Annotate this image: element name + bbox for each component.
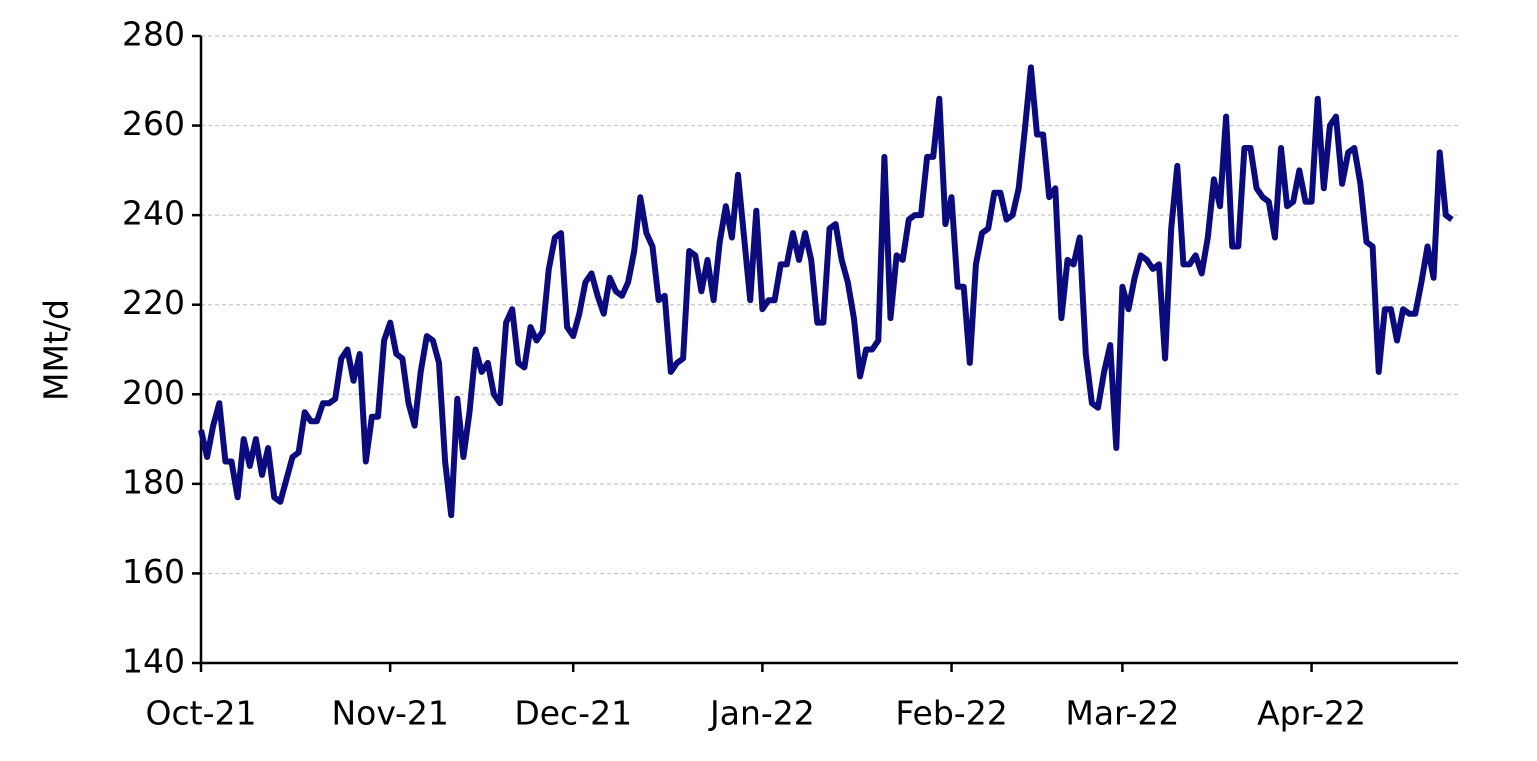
x-tick-label: Mar-22 (1065, 694, 1179, 733)
y-axis-label: MMt/d (37, 299, 76, 401)
y-tick-label: 260 (122, 104, 185, 143)
y-tick-label: 240 (122, 194, 185, 233)
y-tick-label: 160 (122, 552, 185, 591)
x-tick-label: Dec-21 (514, 694, 632, 733)
y-tick-label: 140 (122, 642, 185, 681)
data-line (198, 64, 1454, 519)
x-tick-label: Oct-21 (146, 694, 257, 733)
y-tick-label: 200 (122, 373, 185, 412)
x-tick-label: Feb-22 (895, 694, 1007, 733)
y-tick-label: 180 (122, 462, 185, 501)
x-tick-label: Nov-21 (331, 694, 448, 733)
y-tick-label: 220 (122, 283, 185, 322)
x-tick-label: Apr-22 (1257, 694, 1366, 733)
x-tick-label: Jan-22 (708, 694, 815, 733)
y-tick-label: 280 (122, 15, 185, 54)
